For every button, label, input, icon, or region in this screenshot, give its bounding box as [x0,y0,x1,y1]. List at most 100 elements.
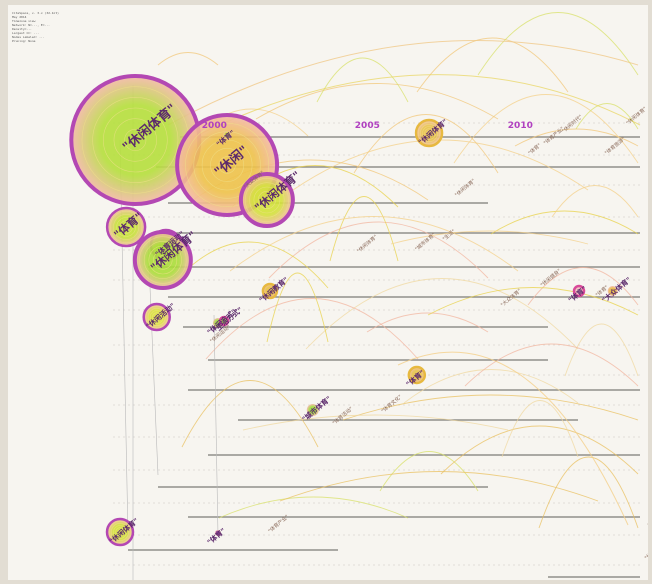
keyword-node [220,317,229,325]
meta-line: Nodes Labeled: ... [12,35,45,39]
burst-arc [329,196,399,262]
node-ring [244,178,289,222]
minor-keyword-label: "休闲" [643,547,648,562]
burst-arc [292,139,589,191]
node-ring [108,520,132,544]
node-ring [417,121,441,145]
node-ring [253,186,281,214]
burst-arc [205,298,419,360]
node-ring [185,123,270,207]
minor-keyword-label: "体育" [646,514,648,529]
node-ring [113,118,157,162]
minor-keyword-label: "体育文化" [380,393,403,414]
meta-line: Pruning: None [12,39,36,43]
node-ring [426,130,432,136]
burst-arc [501,400,579,458]
year-label: 2005 [355,121,380,131]
link-line [213,314,219,536]
burst-ring [407,365,427,385]
link-line [119,139,129,536]
burst-arc [268,221,489,279]
node-ring [119,220,133,234]
burst-arc [218,496,409,519]
node-ring [122,223,130,231]
node-ring [103,107,168,173]
keyword-node [134,232,191,288]
burst-arc [255,83,499,120]
node-ring [92,97,179,183]
minor-keyword-label: "休闲体育" [453,177,476,198]
meta-line: Timezone view [12,19,36,23]
timezone-network: 200020052010201 "休闲体育""休闲""休闲体育""体育""体育运… [69,12,648,580]
node-ring [153,250,173,270]
keyword-label: "城市体育" [300,394,333,424]
node-ring [145,305,168,329]
keyword-node [607,286,618,296]
burst-arc [397,351,629,526]
keyword-node [223,131,232,139]
node-ring [422,126,436,140]
keyword-node [240,174,293,226]
node-ring [218,156,236,174]
burst-arc [177,74,641,146]
burst-ring [142,302,171,332]
burst-arc [266,272,329,343]
minor-keyword-label: "大众体育" [499,287,522,308]
keyword-node [71,76,200,204]
burst-arc [490,210,639,235]
keyword-node [408,367,425,383]
node-ring [117,529,123,535]
node-ring [116,217,136,237]
burst-ring [175,113,280,217]
keyword-node [416,120,443,146]
node-ring [154,314,160,320]
node-ring [148,245,178,275]
burst-arc [416,37,569,93]
node-ring [249,182,285,218]
minor-keyword-label: "休闲健身" [539,267,562,288]
burst-arc [167,40,639,126]
burst-arc [390,230,589,245]
burst-arc [575,103,639,130]
node-ring [201,139,253,191]
burst-arc [157,52,219,66]
node-ring [157,255,168,265]
node-ring [420,124,439,142]
burst-arc [379,451,479,492]
minor-keyword-label: "休闲体育" [355,233,378,254]
burst-arc [242,414,509,431]
burst-arc [477,12,639,76]
node-ring [152,312,162,322]
burst-arc [453,94,639,164]
node-ring [113,525,127,539]
minor-keyword-label: "休闲时代" [560,113,583,134]
burst-arc [316,57,409,103]
burst-arc [527,267,639,306]
node-ring [210,148,245,182]
meta-line: Largest CC: ... [12,31,40,35]
burst-arc [366,312,489,333]
meta-line: Density=... [12,27,32,31]
burst-arc [168,241,329,289]
burst-arc [440,425,639,475]
keyword-label: "体育" [205,526,227,547]
keyword-node [262,284,277,298]
burst-ring [218,315,230,327]
year-label: 2000 [202,121,227,131]
burst-ring [105,206,147,248]
keyword-node [107,519,133,545]
node-ring [115,527,125,537]
burst-arc [181,380,319,448]
year-label: 2010 [508,121,533,131]
burst-arc [279,471,599,502]
keyword-node [214,530,221,536]
burst-arc [538,456,639,529]
node-ring [424,128,434,138]
burst-arc [403,369,579,404]
keyword-node [143,304,170,330]
node-ring [149,310,164,324]
burst-ring [261,282,279,300]
burst-arc [551,185,639,218]
burst-ring [105,517,135,547]
node-ring [113,214,140,240]
